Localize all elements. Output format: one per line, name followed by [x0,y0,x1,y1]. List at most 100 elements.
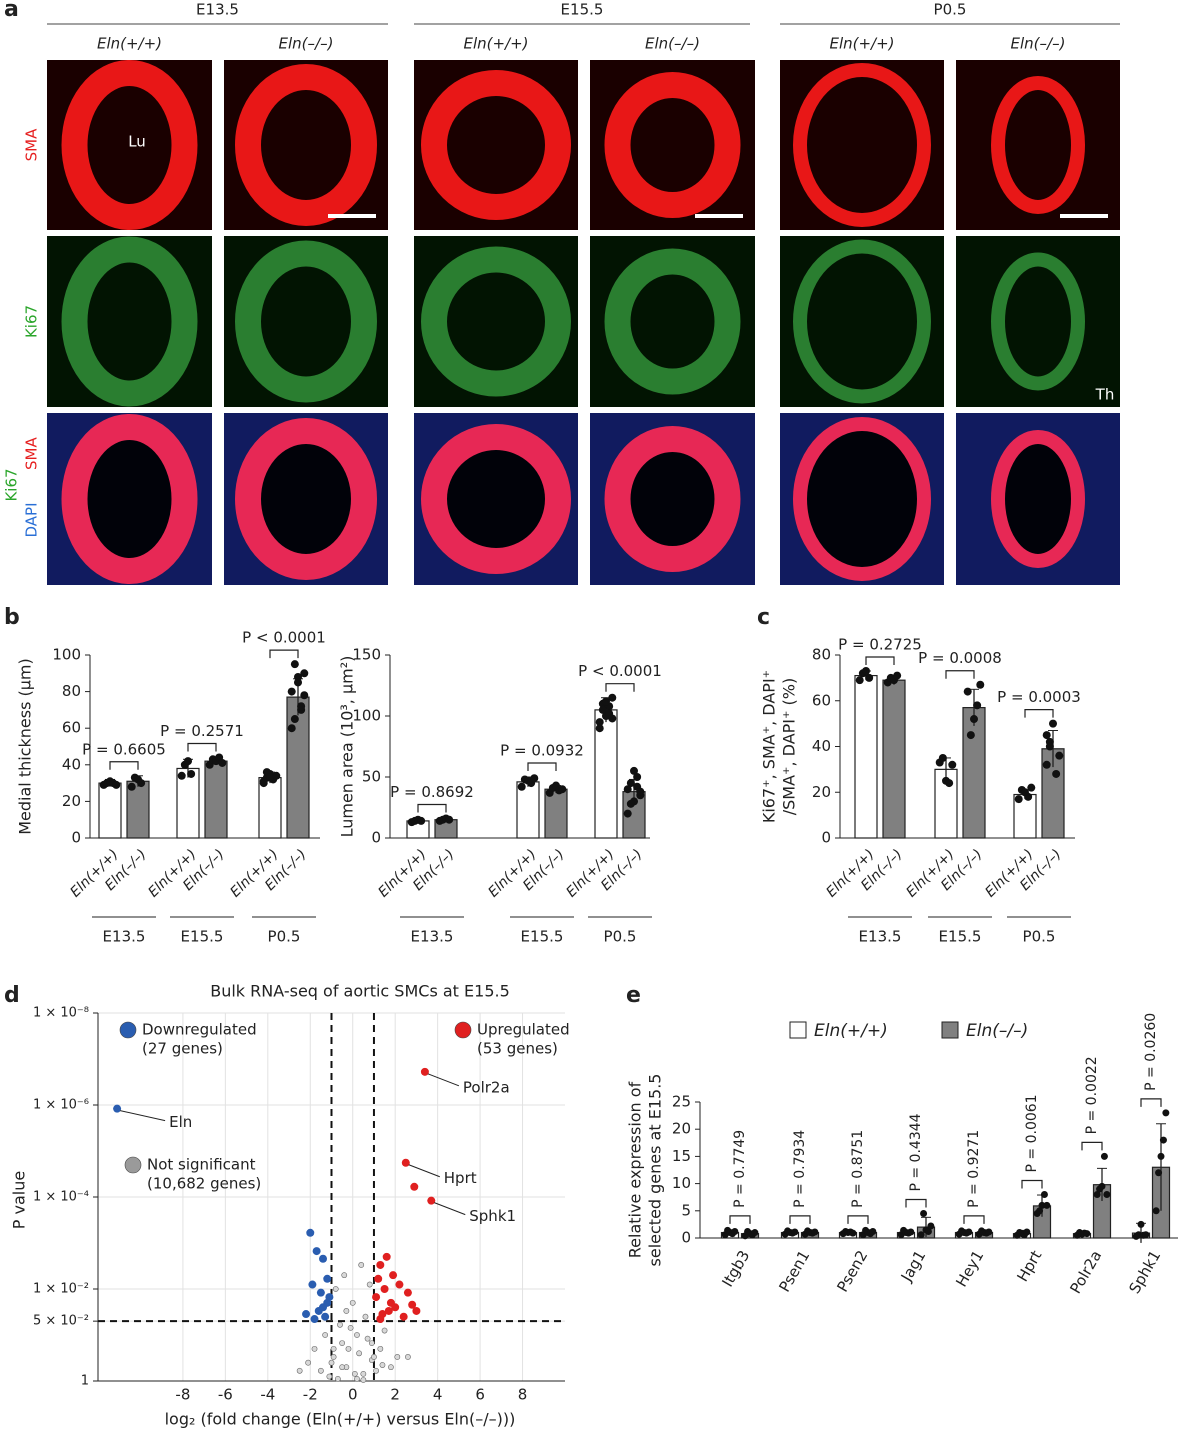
group-label: E13.5 [859,928,902,946]
point-label: Eln [169,1113,192,1131]
data-point [391,1303,400,1312]
genotype-label: Eln(+/+) [829,35,894,53]
data-point [373,1367,379,1374]
data-point [358,1262,365,1268]
x-tick-label: Sphk1 [1125,1247,1164,1297]
data-point [608,693,617,702]
data-point [623,785,632,794]
data-point [1027,783,1036,792]
y-tick-label: 10 [672,1174,691,1192]
row-label: Ki67 [23,305,41,338]
data-point [1043,1201,1051,1209]
data-point [1049,719,1057,728]
data-point [366,1281,373,1288]
data-point [1157,1152,1165,1160]
data-point [924,1227,932,1235]
row-label: SMA [23,437,41,470]
data-point [927,1222,935,1230]
data-point [290,660,299,669]
data-point [1036,1207,1044,1215]
significance-bracket [945,670,975,679]
data-point [379,1362,386,1368]
y-tick-label: 40 [62,755,81,773]
data-point [1137,1220,1145,1228]
data-point [137,779,146,788]
vessel-wall [991,76,1085,214]
data-point [351,1370,358,1377]
vessel-wall [421,424,571,574]
data-point [371,1354,377,1360]
vessel-wall [61,60,198,230]
data-point [382,1252,391,1261]
data-point [319,1254,328,1263]
x-tick-label: -6 [218,1386,233,1404]
data-point [595,718,604,727]
data-point [302,1310,311,1319]
timepoint-label: E13.5 [196,1,239,19]
vessel-wall [235,64,377,226]
data-point [337,1321,343,1328]
x-tick-label: 0 [348,1386,358,1404]
p-value-label: P = 0.7749 [732,1130,748,1208]
x-tick-label: Psen2 [833,1247,871,1295]
data-point [849,1229,857,1237]
data-point [294,672,302,681]
data-point [345,1345,352,1352]
vessel-wall [421,70,571,220]
data-point [287,724,296,733]
x-tick-label: 2 [390,1386,400,1404]
data-point [1052,769,1061,778]
data-point [127,782,136,791]
y-tick-label: 1 [81,1374,89,1389]
data-point [427,1196,436,1205]
point-label: Sphk1 [469,1207,516,1225]
y-axis-label: Medial thickness (μm) [16,658,35,835]
y-tick-label: 5 [681,1201,691,1219]
data-point [1103,1190,1111,1198]
data-point [985,1228,993,1236]
data-point [312,1247,321,1256]
data-point [259,777,268,786]
y-tick-label: 1 × 10⁻⁸ [33,1006,89,1021]
vessel-wall [604,248,741,395]
chart-title: Bulk RNA-seq of aortic SMCs at E15.5 [210,982,510,1001]
data-point [963,687,972,696]
data-point [368,1340,375,1347]
data-point [626,779,635,788]
data-point [1098,1182,1106,1190]
y-axis-label: Ki67⁺, SMA⁺, DAPI⁺ [760,670,779,823]
y-tick-label: 0 [821,829,831,847]
y-tick-label: 60 [62,719,81,737]
p-value-label: P = 0.4344 [908,1113,924,1191]
data-point [300,691,309,700]
vessel-wall [235,418,377,580]
y-axis-label: selected genes at E15.5 [646,1074,665,1267]
group-label: P0.5 [1023,928,1056,946]
label-leader [427,1073,460,1087]
significance-bracket [905,1198,927,1208]
significance-bracket [963,1215,985,1224]
significance-bracket [605,683,635,692]
data-point [965,1228,973,1236]
group-label: P0.5 [268,928,301,946]
data-point [948,760,957,769]
legend-label: Eln(+/+) [814,1021,888,1041]
data-point [920,1210,928,1218]
row-label: DAPI [23,502,41,537]
data-point [1038,1201,1046,1209]
y-tick-label: 1 × 10⁻² [33,1282,89,1297]
vessel-wall [604,72,741,218]
y-tick-label: 5 × 10⁻² [33,1314,89,1329]
data-point [184,757,192,766]
data-point [630,766,638,775]
y-tick-label: 15 [672,1147,691,1165]
data-point [354,1375,360,1382]
significance-bracket [109,761,139,770]
data-point [869,1227,877,1235]
y-tick-label: 1 × 10⁻⁶ [33,1098,89,1113]
data-point [300,669,309,678]
data-point [388,1364,394,1371]
data-point [364,1335,371,1342]
data-point [311,1345,318,1352]
data-point [334,1375,341,1382]
